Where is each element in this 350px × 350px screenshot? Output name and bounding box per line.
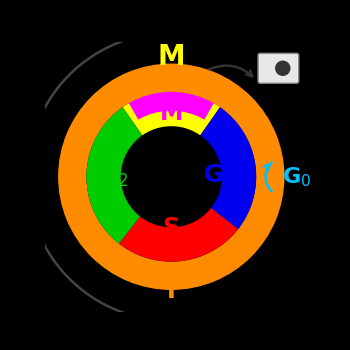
Text: G$_1$: G$_1$ [203,162,234,189]
Wedge shape [119,208,238,262]
Text: M: M [160,102,183,125]
Wedge shape [86,107,143,244]
Circle shape [121,127,221,226]
Text: M: M [158,43,185,71]
Wedge shape [200,107,256,229]
Text: G$_2$: G$_2$ [98,162,128,189]
Wedge shape [129,92,214,120]
Text: S: S [163,216,180,240]
Text: G$_0$: G$_0$ [282,165,311,189]
FancyBboxPatch shape [258,53,299,83]
Wedge shape [58,64,285,290]
Wedge shape [122,92,220,136]
Circle shape [276,61,290,75]
Text: I: I [167,279,176,303]
